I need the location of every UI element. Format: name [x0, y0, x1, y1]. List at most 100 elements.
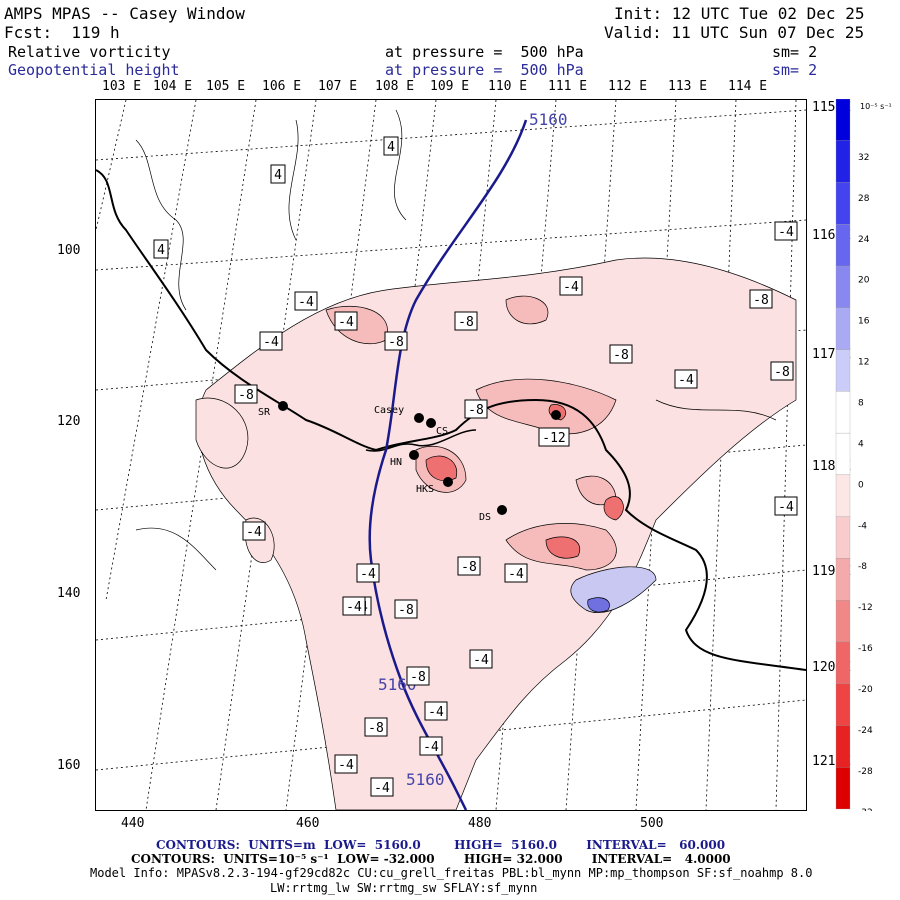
vorticity-label: -4 — [346, 600, 362, 615]
colorbar-label: 20 — [858, 276, 870, 286]
colorbar-swatch — [835, 224, 851, 267]
station-label: HN — [390, 457, 402, 468]
lon-label: 105 E — [206, 79, 246, 94]
vorticity-label: 4 — [157, 243, 165, 258]
vorticity-label: -8 — [410, 670, 426, 685]
vorticity-label-box — [457, 556, 481, 576]
plot-title: AMPS MPAS -- Casey Window — [4, 4, 245, 23]
lon-label: 111 E — [548, 79, 588, 94]
colorbar-swatch — [835, 99, 851, 141]
colorbar-swatch — [835, 140, 851, 183]
vorticity-label: -4 — [563, 280, 579, 295]
x-tick: 460 — [296, 816, 320, 831]
vorticity-label-box — [464, 399, 488, 419]
lon-label: 108 E — [375, 79, 415, 94]
station-dot — [443, 477, 453, 487]
colorbar-swatch — [835, 391, 851, 434]
vorticity-label: -4 — [374, 781, 390, 796]
colorbar-label: -16 — [858, 644, 873, 654]
lon-label: 114 E — [728, 79, 768, 94]
lon-label: 112 E — [608, 79, 648, 94]
vorticity-label-box — [609, 344, 633, 364]
vorticity-label: -4 — [360, 567, 376, 582]
vorticity-label-box — [774, 221, 798, 241]
vorticity-label: 4 — [274, 168, 282, 183]
vorticity-label-box — [153, 239, 169, 259]
vorticity-label-box — [334, 311, 358, 331]
height-contour-info: CONTOURS: UNITS=m LOW= 5160.0 HIGH= 5160… — [156, 838, 726, 852]
vorticity-label-box — [406, 666, 430, 686]
colorbar-swatch — [835, 558, 851, 601]
vorticity-label: -8 — [468, 403, 484, 418]
vorticity-label: -4 — [423, 740, 439, 755]
colorbar-swatch — [835, 725, 851, 768]
colorbar-swatch — [835, 265, 851, 308]
vorticity-label: -8 — [458, 315, 474, 330]
vorticity-label: 4 — [387, 140, 395, 155]
vorticity-label-box — [774, 496, 798, 516]
vorticity-label-box — [259, 331, 283, 351]
vorticity-label-box — [674, 369, 698, 389]
colorbar-label: -20 — [858, 685, 873, 695]
vorticity-label-box — [469, 649, 493, 669]
vorticity-label-box — [334, 754, 358, 774]
colorbar-label: -24 — [858, 726, 873, 736]
colorbar-swatch — [835, 349, 851, 392]
vorticity-label: -4 — [338, 315, 354, 330]
station-dot — [551, 410, 561, 420]
colorbar-unit: 10⁻⁵ s⁻¹ — [860, 102, 892, 111]
colorbar-label: 12 — [858, 358, 869, 368]
colorbar-label: 28 — [858, 194, 870, 204]
colorbar-swatch — [835, 683, 851, 726]
colorbar-label: 24 — [858, 235, 870, 245]
station-label: CS — [436, 426, 448, 437]
vorticity-label-box — [342, 596, 366, 616]
lon-label: 107 E — [318, 79, 358, 94]
vorticity-label: -4 — [508, 567, 524, 582]
vorticity-label: -8 — [461, 560, 477, 575]
colorbar-swatch — [835, 767, 851, 810]
field-height: Geopotential height — [8, 61, 180, 79]
vorticity-label-box — [419, 736, 443, 756]
vorticity-label-box — [394, 599, 418, 619]
x-tick: 440 — [121, 816, 145, 831]
lon-label: 103 E — [102, 79, 142, 94]
colorbar: 32 28 24 20 16 12 8 4 0 -4 -8 -12 -16 -20 -24 -28 -32 10… — [835, 99, 892, 811]
lon-label: 109 E — [430, 79, 470, 94]
station-dot — [409, 450, 419, 460]
pressure-level-1: at pressure = 500 hPa — [385, 43, 584, 61]
positive-vorticity-core — [587, 597, 610, 613]
field-vorticity: Relative vorticity — [8, 43, 171, 61]
height-label: 5160 — [406, 770, 445, 789]
vorticity-label-box — [370, 777, 394, 797]
map-canvas: SR Casey CS HN HKS DS 5160 5160 5160 444… — [96, 100, 806, 810]
colorbar-label: -32 — [858, 808, 873, 811]
vorticity-label-box — [364, 717, 388, 737]
smoothing-2: sm= 2 — [772, 61, 818, 79]
colorbar-label: 16 — [858, 317, 870, 327]
vorticity-label: -4 — [298, 295, 314, 310]
x-tick: 480 — [468, 816, 492, 831]
colorbar-label: -4 — [858, 521, 867, 531]
station-dot — [414, 413, 424, 423]
vorticity-label: -4 — [778, 225, 794, 240]
vorticity-label: -8 — [368, 721, 384, 736]
vorticity-label: -4 — [678, 373, 694, 388]
lon-label: 110 E — [488, 79, 528, 94]
station-label: DS — [479, 512, 491, 523]
vorticity-label-box — [384, 331, 408, 351]
colorbar-label: -8 — [858, 562, 867, 572]
init-time: Init: 12 UTC Tue 02 Dec 25 — [614, 4, 865, 23]
station-dot — [278, 401, 288, 411]
model-info-physics: LW:rrtmg_lw SW:rrtmg_sw SFLAY:sf_mynn — [270, 881, 538, 895]
height-contour-5160 — [368, 119, 528, 810]
colorbar-label: 0 — [858, 480, 864, 490]
colorbar-label: -12 — [858, 603, 873, 613]
y-tick: 120 — [57, 414, 81, 429]
vorticity-shading-weak — [195, 257, 797, 810]
y-tick: 160 — [57, 758, 81, 773]
colorbar-label: -28 — [858, 767, 873, 777]
vorticity-label-box — [242, 521, 266, 541]
vorticity-labels: 4444-4-4-4-8-8-4-4-8-8-8-4-12-8-8-4-4-4-… — [153, 136, 798, 797]
colorbar-swatch — [835, 516, 851, 559]
